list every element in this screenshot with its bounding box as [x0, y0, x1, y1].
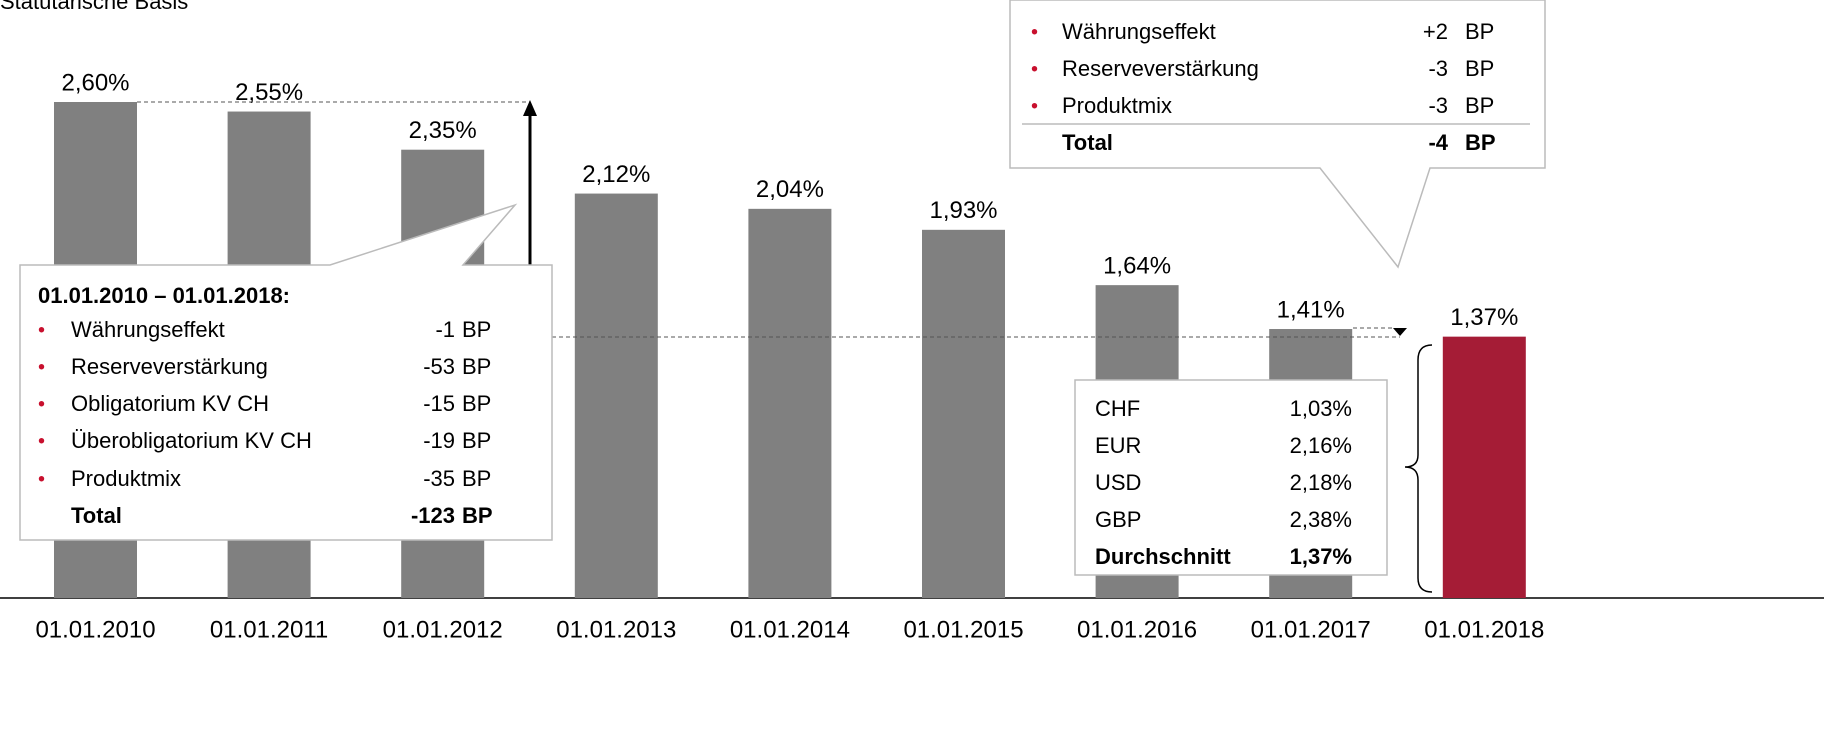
callout-box — [1009, 0, 1546, 269]
total-unit: BP — [1465, 130, 1496, 155]
bullet: • — [38, 356, 45, 378]
total-value: -4 — [1428, 130, 1448, 155]
currency-value: 1,03% — [1290, 396, 1352, 421]
item-value: -1 — [435, 317, 455, 342]
connectors — [137, 100, 1433, 593]
value-label: 2,55% — [235, 79, 303, 106]
chart-title: Statutarische Basis — [0, 0, 188, 14]
item-name: Obligatorium KV CH — [71, 391, 269, 416]
bullet: • — [1031, 95, 1038, 117]
total-value: -123 — [411, 503, 455, 528]
currency-name: USD — [1095, 470, 1141, 495]
value-label: 1,93% — [929, 197, 997, 224]
bullet: • — [1031, 21, 1038, 43]
callout-heading: 01.01.2010 – 01.01.2018: — [38, 283, 290, 308]
callout-box — [19, 203, 553, 541]
x-tick-label: 01.01.2014 — [730, 616, 850, 643]
item-unit: BP — [1465, 19, 1494, 44]
bar — [1442, 336, 1526, 598]
currency-name: EUR — [1095, 433, 1141, 458]
item-value: -3 — [1428, 93, 1448, 118]
brace — [1404, 344, 1433, 593]
currency-name: CHF — [1095, 396, 1140, 421]
currency-value: 2,16% — [1290, 433, 1352, 458]
arrow-head — [523, 100, 537, 116]
bullet: • — [38, 393, 45, 415]
x-tick-label: 01.01.2010 — [35, 616, 155, 643]
bullet: • — [38, 430, 45, 452]
value-label: 1,37% — [1450, 304, 1518, 331]
value-label: 2,04% — [756, 176, 824, 203]
currency-total-name: Durchschnitt — [1095, 544, 1231, 569]
bar — [748, 208, 832, 599]
item-unit: BP — [1465, 93, 1494, 118]
item-name: Reserveverstärkung — [71, 354, 268, 379]
item-name: Überobligatorium KV CH — [71, 428, 312, 453]
item-unit: BP — [462, 391, 491, 416]
value-label: 1,41% — [1277, 296, 1345, 323]
box-texts: 01.01.2010 – 01.01.2018: • Währungseffekt -… — [38, 19, 1496, 569]
value-label: 2,60% — [61, 69, 129, 96]
item-name: Währungseffekt — [1062, 19, 1216, 44]
currency-total-value: 1,37% — [1290, 544, 1352, 569]
item-name: Währungseffekt — [71, 317, 225, 342]
value-label: 2,12% — [582, 161, 650, 188]
value-label: 2,35% — [409, 117, 477, 144]
item-name: Produktmix — [1062, 93, 1172, 118]
item-value: -3 — [1428, 56, 1448, 81]
item-value: -53 — [423, 354, 455, 379]
x-tick-label: 01.01.2011 — [210, 616, 328, 643]
item-unit: BP — [462, 466, 491, 491]
x-tick-label: 01.01.2018 — [1424, 616, 1544, 643]
item-unit: BP — [462, 317, 491, 342]
total-unit: BP — [462, 503, 493, 528]
arrow-head — [1393, 328, 1407, 336]
item-name: Produktmix — [71, 466, 181, 491]
x-tick-label: 01.01.2016 — [1077, 616, 1197, 643]
item-unit: BP — [462, 354, 491, 379]
currency-box — [1074, 379, 1388, 576]
total-name: Total — [71, 503, 122, 528]
bar — [574, 193, 658, 599]
currency-value: 2,38% — [1290, 507, 1352, 532]
x-tick-label: 01.01.2017 — [1251, 616, 1371, 643]
currency-name: GBP — [1095, 507, 1141, 532]
x-tick-label: 01.01.2013 — [556, 616, 676, 643]
item-value: -19 — [423, 428, 455, 453]
currency-value: 2,18% — [1290, 470, 1352, 495]
item-value: -15 — [423, 391, 455, 416]
total-name: Total — [1062, 130, 1113, 155]
item-name: Reserveverstärkung — [1062, 56, 1259, 81]
bar — [922, 229, 1005, 599]
x-tick-label: 01.01.2015 — [903, 616, 1023, 643]
item-value: +2 — [1423, 19, 1448, 44]
item-unit: BP — [462, 428, 491, 453]
value-label: 1,64% — [1103, 252, 1171, 279]
item-unit: BP — [1465, 56, 1494, 81]
x-tick-label: 01.01.2012 — [383, 616, 503, 643]
bullet: • — [38, 319, 45, 341]
item-value: -35 — [423, 466, 455, 491]
bullet: • — [38, 468, 45, 490]
bullet: • — [1031, 58, 1038, 80]
